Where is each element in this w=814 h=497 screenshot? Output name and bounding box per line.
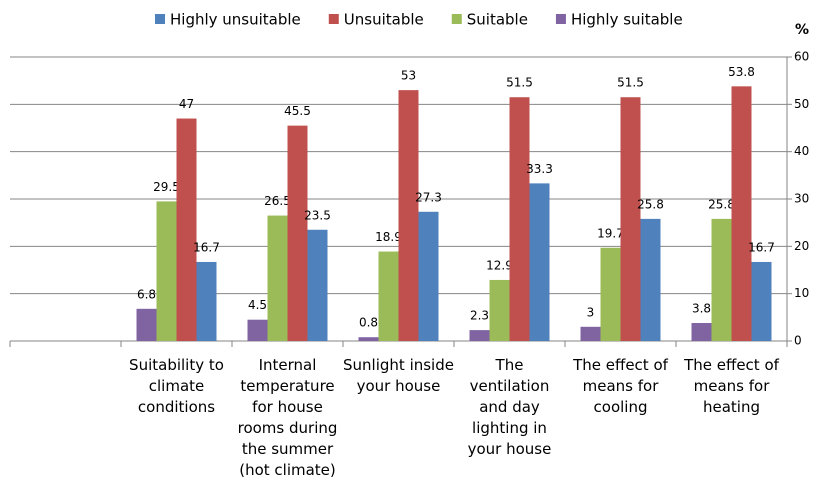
data-label: 19.7 bbox=[597, 226, 624, 240]
bar bbox=[378, 251, 399, 341]
legend-label: Highly suitable bbox=[571, 11, 683, 29]
bar bbox=[600, 247, 621, 341]
y-tick-label: 0 bbox=[794, 334, 802, 348]
x-tick-label: Sunlight inside your house bbox=[343, 356, 454, 395]
data-label: 16.7 bbox=[748, 240, 775, 254]
bar bbox=[196, 261, 217, 341]
data-label: 6.8 bbox=[137, 287, 156, 301]
data-label: 4.5 bbox=[248, 298, 267, 312]
bar bbox=[509, 97, 530, 341]
x-tick-label: The ventilation and day lighting in your… bbox=[467, 356, 552, 458]
x-tick-label: Suitability to climate conditions bbox=[129, 356, 224, 416]
bar bbox=[691, 323, 712, 341]
data-label: 0.8 bbox=[359, 316, 378, 330]
legend-swatch bbox=[555, 14, 566, 24]
bar bbox=[529, 183, 550, 341]
data-label: 25.8 bbox=[637, 197, 664, 211]
y-tick-label: 20 bbox=[794, 239, 809, 253]
bar bbox=[620, 97, 641, 341]
y-tick-label: 50 bbox=[794, 97, 809, 111]
bar bbox=[267, 215, 288, 341]
data-label: 3.8 bbox=[692, 302, 711, 316]
bar bbox=[156, 201, 177, 341]
bar bbox=[176, 118, 197, 342]
bar bbox=[731, 86, 752, 341]
data-label: 26.5 bbox=[264, 194, 291, 208]
legend-swatch bbox=[155, 14, 165, 24]
legend-label: Unsuitable bbox=[344, 11, 424, 29]
data-label: 53 bbox=[401, 69, 416, 83]
y-axis-label: % bbox=[795, 22, 809, 38]
x-tick-label: The effect of means for cooling bbox=[573, 356, 668, 416]
data-label: 18.9 bbox=[375, 230, 402, 244]
bar bbox=[136, 308, 157, 341]
bar bbox=[489, 279, 510, 341]
data-label: 27.3 bbox=[415, 190, 442, 204]
data-label: 51.5 bbox=[506, 76, 533, 90]
bar bbox=[398, 90, 419, 341]
data-label: 53.8 bbox=[728, 65, 755, 79]
bar bbox=[418, 211, 439, 341]
bar bbox=[287, 125, 308, 341]
y-tick-label: 10 bbox=[794, 286, 809, 300]
data-label: 23.5 bbox=[304, 208, 331, 222]
bar bbox=[751, 261, 772, 341]
bar bbox=[358, 337, 379, 341]
x-tick-label: The effect of means for heating bbox=[684, 356, 779, 416]
x-tick-label: Internal temperature for house rooms dur… bbox=[237, 356, 338, 479]
data-label: 3 bbox=[587, 305, 595, 319]
y-tick-label: 40 bbox=[794, 144, 809, 158]
data-label: 25.8 bbox=[708, 197, 735, 211]
legend-swatch bbox=[328, 14, 339, 24]
legend-label: Highly unsuitable bbox=[170, 11, 301, 29]
y-tick-label: 30 bbox=[794, 192, 809, 206]
data-label: 51.5 bbox=[617, 76, 644, 90]
bar bbox=[247, 319, 268, 341]
y-tick-label: 60 bbox=[794, 50, 809, 64]
data-label: 29.5 bbox=[153, 180, 180, 194]
data-label: 12.9 bbox=[486, 258, 513, 272]
data-label: 45.5 bbox=[284, 104, 311, 118]
bar bbox=[307, 229, 328, 341]
bar bbox=[711, 218, 732, 341]
bar bbox=[640, 218, 661, 341]
data-label: 33.3 bbox=[526, 162, 553, 176]
bar bbox=[580, 326, 601, 341]
data-label: 2.3 bbox=[470, 309, 489, 323]
bar bbox=[469, 330, 490, 341]
data-label: 47 bbox=[179, 97, 194, 111]
data-label: 16.7 bbox=[193, 240, 220, 254]
legend-label: Suitable bbox=[467, 11, 528, 29]
legend-swatch bbox=[451, 14, 462, 24]
